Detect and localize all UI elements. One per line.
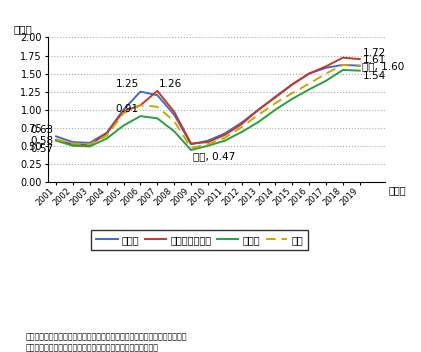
東京圈: [222, 131, 227, 136]
地方圈: [222, 139, 227, 143]
名古屋・大阪圈: [121, 109, 126, 113]
名古屋・大阪圈: [138, 103, 143, 107]
全国: [341, 63, 346, 67]
Line: 名古屋・大阪圈: 名古屋・大阪圈: [56, 58, 360, 145]
名古屋・大阪圈: [205, 140, 210, 144]
東京圈: [104, 131, 109, 135]
Line: 全国: 全国: [56, 65, 360, 148]
東京圈: [290, 82, 295, 87]
地方圈: [172, 129, 177, 133]
Text: （注）　パートタイムを含み、新規学卒者及び新規学卒者求人を除く数字。: （注） パートタイムを含み、新規学卒者及び新規学卒者求人を除く数字。: [25, 333, 187, 342]
Line: 地方圈: 地方圈: [56, 70, 360, 150]
Text: 0.57: 0.57: [30, 144, 53, 153]
地方圈: [273, 107, 278, 112]
全国: [256, 113, 261, 117]
名古屋・大阪圈: [172, 110, 177, 114]
名古屋・大阪圈: [53, 138, 59, 142]
東京圈: [53, 134, 59, 138]
地方圈: [155, 116, 160, 120]
地方圈: [104, 137, 109, 141]
全国: [357, 64, 362, 68]
全国: [205, 142, 210, 146]
地方圈: [341, 68, 346, 72]
名古屋・大阪圈: [87, 143, 92, 147]
Text: （倍）: （倍）: [14, 25, 33, 34]
Text: 1.61: 1.61: [362, 55, 386, 65]
地方圈: [290, 97, 295, 101]
全国: [290, 91, 295, 95]
地方圈: [239, 130, 244, 134]
東京圈: [70, 140, 75, 144]
Text: （年）: （年）: [389, 185, 406, 195]
東京圈: [239, 120, 244, 125]
全国: [53, 137, 59, 142]
名古屋・大阪圈: [70, 142, 75, 146]
Text: 1.54: 1.54: [362, 71, 386, 81]
地方圈: [121, 124, 126, 128]
Text: 1.72: 1.72: [362, 48, 386, 58]
名古屋・大阪圈: [189, 142, 194, 146]
Text: 0.58: 0.58: [30, 136, 53, 146]
全国: [138, 103, 143, 107]
名古屋・大阪圈: [341, 56, 346, 60]
名古屋・大阪圈: [222, 133, 227, 137]
地方圈: [138, 114, 143, 118]
全国: [155, 105, 160, 109]
東京圈: [273, 95, 278, 99]
全国: [104, 133, 109, 138]
地方圈: [87, 144, 92, 149]
全国: [306, 82, 312, 86]
地方圈: [70, 144, 75, 148]
全国: [189, 146, 194, 150]
地方圈: [189, 148, 194, 152]
名古屋・大阪圈: [104, 131, 109, 136]
全国: [239, 125, 244, 129]
東京圈: [256, 107, 261, 112]
全国: [70, 142, 75, 146]
地方圈: [306, 87, 312, 92]
名古屋・大阪圈: [155, 89, 160, 93]
東京圈: [172, 113, 177, 117]
Text: 資料）　厚生労働省「一般職業紹介状況」より国土交通省作成: 資料） 厚生労働省「一般職業紹介状況」より国土交通省作成: [25, 343, 158, 352]
Line: 東京圈: 東京圈: [56, 65, 360, 144]
東京圈: [138, 89, 143, 94]
名古屋・大阪圈: [306, 71, 312, 76]
東京圈: [205, 139, 210, 143]
名古屋・大阪圈: [273, 95, 278, 100]
Text: 全国, 0.47: 全国, 0.47: [193, 151, 235, 161]
Text: 0.91: 0.91: [116, 104, 139, 114]
地方圈: [323, 78, 328, 83]
地方圈: [256, 120, 261, 124]
東京圈: [323, 66, 328, 70]
東京圈: [357, 63, 362, 68]
Text: 0.63: 0.63: [30, 125, 53, 135]
Text: 1.25: 1.25: [115, 80, 139, 89]
東京圈: [155, 93, 160, 97]
地方圈: [357, 69, 362, 73]
全国: [172, 119, 177, 123]
Legend: 東京圈, 名古屋・大阪圈, 地方圈, 全国: 東京圈, 名古屋・大阪圈, 地方圈, 全国: [91, 230, 308, 250]
全国: [323, 71, 328, 76]
全国: [87, 142, 92, 146]
名古屋・大阪圈: [239, 122, 244, 126]
東京圈: [189, 142, 194, 146]
全国: [121, 111, 126, 115]
名古屋・大阪圈: [357, 57, 362, 61]
地方圈: [205, 144, 210, 148]
名古屋・大阪圈: [290, 82, 295, 87]
Text: 1.26: 1.26: [159, 79, 182, 89]
東京圈: [121, 107, 126, 112]
全国: [273, 101, 278, 105]
名古屋・大阪圈: [256, 107, 261, 112]
東京圈: [341, 63, 346, 67]
東京圈: [87, 141, 92, 145]
地方圈: [53, 139, 59, 143]
Text: 全国, 1.60: 全国, 1.60: [362, 61, 405, 71]
東京圈: [306, 71, 312, 76]
名古屋・大阪圈: [323, 64, 328, 68]
全国: [222, 136, 227, 140]
